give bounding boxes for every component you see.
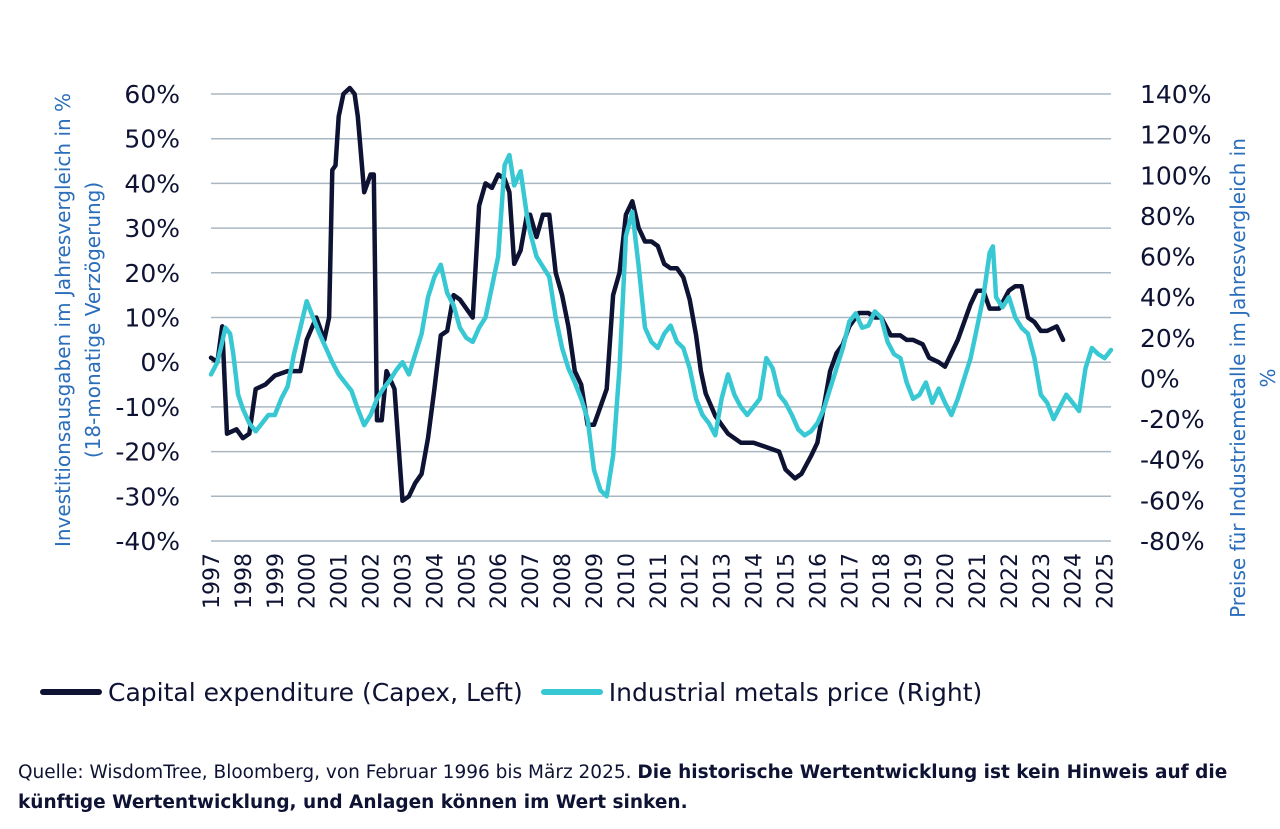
legend-swatch-metals [540,689,603,695]
left-tick-label: -40% [115,527,180,556]
x-tick-label: 2021 [966,553,991,609]
left-tick-label: -30% [115,482,180,511]
x-tick-label: 1997 [200,553,225,609]
right-axis-ticks: 140% 120% 100% 80% 60% 40% 20% 0% -20% -40% -60% -8… [1140,80,1211,556]
right-tick-label: 40% [1140,283,1196,312]
x-axis-ticks: 1997 1998 1999 2000 2001 2002 2003 2004 2005 2006… [200,553,1119,609]
x-tick-label: 2016 [806,553,831,609]
left-tick-label: 50% [124,125,180,154]
left-axis-title-line2: (18-monatige Verzögerung) [81,182,105,458]
left-tick-label: 40% [124,169,180,198]
legend: Capital expenditure (Capex, Left) Indust… [40,672,1000,712]
x-tick-label: 1998 [232,553,257,609]
x-tick-label: 2023 [1030,553,1055,609]
legend-label-metals: Industrial metals price (Right) [608,677,983,707]
x-tick-label: 2018 [870,553,895,609]
x-tick-label: 2009 [583,553,608,609]
chart: 60% 50% 40% 30% 20% 10% 0% -10% -20% -30% -40% 140… [51,80,1280,618]
right-tick-label: 0% [1140,364,1180,393]
right-tick-label: -80% [1140,527,1205,556]
right-tick-label: 140% [1140,80,1211,109]
left-tick-label: 10% [124,304,180,333]
x-tick-label: 2017 [838,553,863,609]
x-tick-label: 2024 [1062,553,1087,609]
footnote: Quelle: WisdomTree, Bloomberg, von Febru… [18,758,1268,818]
left-tick-label: 30% [124,214,180,243]
x-tick-label: 2013 [711,553,736,609]
x-tick-label: 2019 [902,553,927,609]
series-line-metals [208,152,1114,499]
gridlines [211,93,1111,542]
x-tick-label: 1999 [264,553,289,609]
x-tick-label: 2002 [360,553,385,609]
right-axis-title-line2: % [1256,368,1280,387]
right-axis-title-line1: Preise für Industriemetalle im Jahresver… [1226,138,1250,618]
left-axis-title-line1: Investitionsausgaben im Jahresvergleich … [51,93,75,547]
series-line-capex [208,85,1066,504]
x-tick-label: 2004 [423,553,448,609]
x-tick-label: 2006 [487,553,512,609]
right-tick-label: -60% [1140,486,1205,515]
x-tick-label: 2015 [774,553,799,609]
x-tick-label: 2005 [455,553,480,609]
right-tick-label: -20% [1140,405,1205,434]
x-tick-label: 2001 [328,553,353,609]
x-tick-label: 2008 [551,553,576,609]
left-tick-label: 0% [140,348,180,377]
x-tick-label: 2007 [519,553,544,609]
x-tick-label: 2025 [1094,553,1119,609]
x-tick-label: 2020 [934,553,959,609]
legend-swatch-capex [40,689,102,695]
x-tick-label: 2010 [615,553,640,609]
right-tick-label: 60% [1140,243,1196,272]
right-tick-label: -40% [1140,446,1205,475]
x-tick-label: 2012 [679,553,704,609]
legend-label-capex: Capital expenditure (Capex, Left) [108,677,523,707]
footnote-disclaimer: Die historische Wertentwicklung ist kein… [18,762,1228,813]
left-tick-label: -20% [115,438,180,467]
footnote-source: Quelle: WisdomTree, Bloomberg, von Febru… [18,762,632,783]
legend-item-capex: Capital expenditure (Capex, Left) [40,678,523,707]
right-tick-label: 20% [1140,324,1196,353]
left-tick-label: -10% [115,393,180,422]
x-tick-label: 2003 [391,553,416,609]
left-axis-ticks: 60% 50% 40% 30% 20% 10% 0% -10% -20% -30% -40% [115,80,180,556]
x-tick-label: 2000 [296,553,321,609]
right-tick-label: 100% [1140,161,1211,190]
x-tick-label: 2014 [743,553,768,609]
legend-item-metals: Industrial metals price (Right) [540,677,983,707]
series-lines [208,85,1114,504]
right-tick-label: 80% [1140,202,1196,231]
left-tick-label: 20% [124,259,180,288]
right-tick-label: 120% [1140,121,1211,150]
x-tick-label: 2011 [647,553,672,609]
left-tick-label: 60% [124,80,180,109]
x-tick-label: 2022 [998,553,1023,609]
